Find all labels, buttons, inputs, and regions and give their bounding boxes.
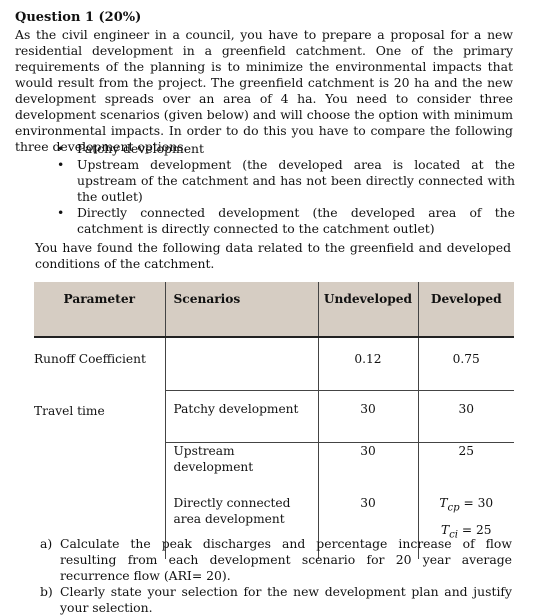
bullet-icon: • [57, 157, 65, 172]
list-item: • Upstream development (the developed ar… [55, 157, 515, 205]
cell-patchy-developed: 30 [417, 390, 514, 443]
table-row: Directly connected area development 30 T… [34, 490, 514, 559]
header-scenarios: Scenarios [164, 282, 318, 338]
table-row: Upstream development 30 25 [34, 442, 514, 490]
option-text: Patchy development [77, 141, 204, 156]
list-item: b) Clearly state your selection for the … [40, 584, 512, 616]
table-row: Runoff Coefficient 0.12 0.75 [34, 337, 514, 391]
cell-direct-scenario: Directly connected area development [164, 490, 318, 559]
cell-patchy-scenario: Patchy development [164, 390, 318, 443]
bullet-icon: • [57, 141, 65, 156]
task-label: b) [40, 584, 53, 599]
list-item: • Patchy development [55, 141, 515, 157]
list-item: • Directly connected development (the de… [55, 205, 515, 237]
cell-runoff-scenario [164, 337, 318, 391]
tci-value: Tci = 25 [440, 523, 492, 541]
option-text: Upstream development (the developed area… [77, 157, 515, 204]
cell-runoff-undeveloped: 0.12 [317, 337, 418, 391]
upstream-line-1: Upstream [173, 444, 235, 458]
task-text: Calculate the peak discharges and percen… [60, 536, 512, 583]
table-header-row: Parameter Scenarios Undeveloped Develope… [34, 282, 514, 338]
table-row: Travel time Patchy development 30 30 [34, 390, 514, 443]
bullet-icon: • [57, 205, 65, 220]
header-undeveloped: Undeveloped [317, 282, 418, 338]
header-parameter: Parameter [34, 282, 165, 338]
cell-upstream-scenario: Upstream development [164, 442, 318, 490]
catchment-data-table: Parameter Scenarios Undeveloped Develope… [34, 282, 514, 559]
task-list: a) Calculate the peak discharges and per… [40, 536, 512, 616]
direct-line-2: area development [173, 512, 285, 526]
cell-travel-parameter: Travel time [34, 403, 105, 418]
cell-direct-undeveloped: 30 [317, 490, 418, 559]
list-item: a) Calculate the peak discharges and per… [40, 536, 512, 584]
cell-upstream-developed: 25 [417, 442, 514, 490]
cell-patchy-undeveloped: 30 [317, 390, 418, 443]
upstream-line-2: development [173, 460, 254, 474]
task-text: Clearly state your selection for the new… [60, 584, 512, 615]
cell-upstream-undeveloped: 30 [317, 442, 418, 490]
tcp-value: Tcp = 30 [439, 496, 494, 514]
table-intro: You have found the following data relate… [35, 240, 511, 271]
question-paragraph: As the civil engineer in a council, you … [15, 27, 513, 154]
question-title: Question 1 (20%) [15, 10, 142, 25]
direct-line-1: Directly connected [173, 496, 291, 510]
cell-runoff-parameter: Runoff Coefficient [34, 352, 146, 366]
option-text: Directly connected development (the deve… [77, 205, 515, 236]
task-label: a) [40, 536, 53, 551]
cell-runoff-developed: 0.75 [417, 337, 514, 391]
options-list: • Patchy development • Upstream developm… [55, 141, 515, 237]
cell-direct-developed: Tcp = 30 Tci = 25 [417, 490, 514, 559]
header-developed: Developed [417, 282, 514, 338]
